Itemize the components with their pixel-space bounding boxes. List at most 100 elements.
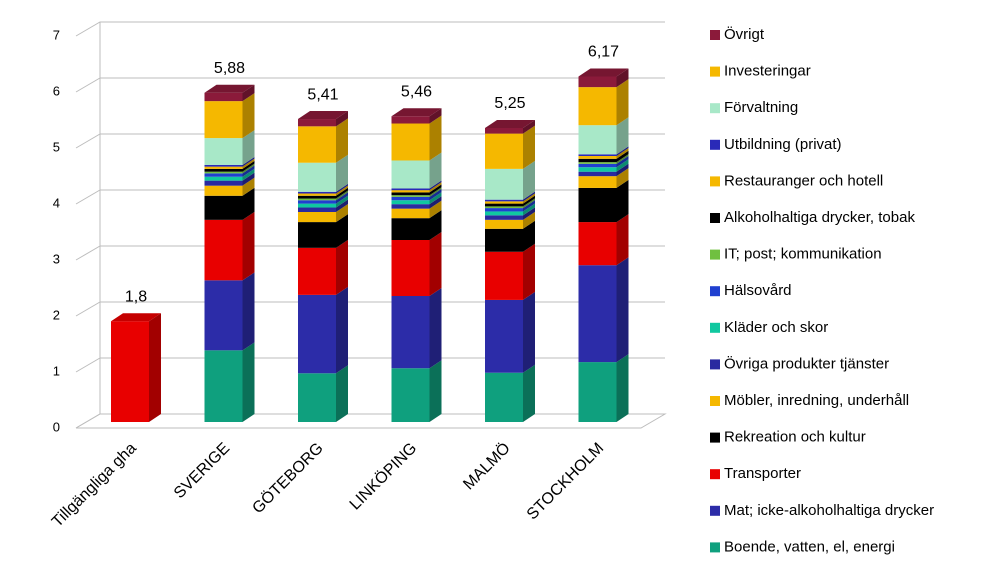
bar-side xyxy=(242,84,255,102)
bar-top xyxy=(298,111,348,120)
bar-side xyxy=(242,211,255,281)
bar-front xyxy=(298,119,336,127)
total-label: 6,17 xyxy=(588,44,619,61)
bar-side xyxy=(242,156,255,167)
bar-side xyxy=(616,117,629,155)
bar-segment xyxy=(204,156,255,167)
bar-segment xyxy=(485,291,535,373)
bar-segment xyxy=(391,108,442,124)
bar-front xyxy=(578,171,617,177)
legend-label: Utbildning (privat) xyxy=(724,136,842,153)
bar-front xyxy=(204,166,243,169)
legend-label: Alkoholhaltiga drycker, tobak xyxy=(724,209,915,226)
bar-segment xyxy=(578,354,629,422)
bar-front xyxy=(298,193,336,196)
bar-segment xyxy=(204,130,255,165)
bar-segment xyxy=(204,163,255,174)
grid-line xyxy=(75,21,665,37)
bar-front xyxy=(391,123,430,161)
bar-segment xyxy=(391,192,442,205)
bar-front xyxy=(485,215,523,220)
bar-segment xyxy=(298,192,348,204)
bar-segment xyxy=(204,272,255,351)
x-tick-label: MALMÖ xyxy=(460,439,514,493)
bar-side xyxy=(616,154,629,164)
legend-label: Möbler, inredning, underhåll xyxy=(724,392,909,409)
bar-front xyxy=(485,219,523,229)
bar-segment xyxy=(391,188,442,201)
bar-segment xyxy=(204,342,255,422)
bar-front xyxy=(298,247,336,295)
bar-front xyxy=(485,211,523,216)
total-label: 5,88 xyxy=(214,60,245,77)
bar-side xyxy=(616,146,629,156)
bar-side xyxy=(242,272,255,351)
bar-side xyxy=(336,154,348,192)
legend-label: Förvaltning xyxy=(724,99,798,116)
legend-swatch xyxy=(710,505,720,516)
bar-front xyxy=(485,228,523,252)
bar-side xyxy=(242,93,255,139)
y-tick-label: 1 xyxy=(53,363,60,378)
bar-segment xyxy=(204,158,255,169)
bar-segment xyxy=(578,168,629,188)
legend-swatch xyxy=(710,396,720,406)
bar-front xyxy=(298,191,336,194)
bar-front xyxy=(204,101,243,139)
grid-line xyxy=(75,301,665,317)
bar-side xyxy=(523,291,535,373)
bar-side xyxy=(242,158,255,169)
total-label: 5,46 xyxy=(401,83,432,100)
bar-front xyxy=(204,164,243,167)
bar-side xyxy=(242,165,255,177)
bar-front xyxy=(485,203,523,207)
bar-front xyxy=(204,171,243,174)
legend-swatch xyxy=(710,30,720,40)
bar-segment xyxy=(204,165,255,177)
y-tick-label: 2 xyxy=(53,307,60,322)
bar-segment xyxy=(578,68,629,88)
bar-segment xyxy=(485,211,535,229)
bar-front xyxy=(578,222,617,266)
bar-front xyxy=(204,185,243,196)
bar-front xyxy=(578,154,617,156)
bar-front xyxy=(204,138,243,165)
bar-front xyxy=(578,87,617,126)
legend-swatch xyxy=(710,103,720,114)
legend-swatch xyxy=(710,469,720,480)
bar-front xyxy=(298,294,336,374)
bar-segment xyxy=(391,187,442,197)
x-tick-label: Tillgängliga gha xyxy=(49,440,140,531)
bar-side xyxy=(429,115,442,161)
bar-front xyxy=(578,167,617,172)
bar-segment xyxy=(485,207,535,220)
legend-label: Kläder och skor xyxy=(724,319,828,336)
bar-side xyxy=(242,187,255,220)
bar-side xyxy=(616,168,629,188)
bar-front xyxy=(578,265,617,363)
x-tick-label: STOCKHOLM xyxy=(524,440,607,523)
bar-side xyxy=(429,152,442,189)
bar-segment xyxy=(298,154,348,192)
bar-side xyxy=(336,214,348,248)
y-tick-label: 3 xyxy=(53,251,60,266)
bar-segment xyxy=(298,204,348,223)
bar-top xyxy=(578,68,629,77)
bar-side xyxy=(523,191,535,202)
legend-swatch xyxy=(710,432,720,443)
legend-swatch xyxy=(710,542,720,553)
bar-segment xyxy=(391,200,442,219)
legend-label: Mat; icke-alkoholhaltiga drycker xyxy=(724,502,934,519)
bar-side xyxy=(429,200,442,219)
bar-side xyxy=(616,79,629,126)
bar-segment xyxy=(391,115,442,161)
legend-label: IT; post; kommunikation xyxy=(724,246,882,263)
bar-segment xyxy=(298,286,348,374)
legend-swatch xyxy=(710,249,720,260)
legend-swatch xyxy=(710,66,720,77)
bar-side xyxy=(523,220,535,252)
bar-segment xyxy=(298,185,348,196)
bar-front xyxy=(204,180,243,186)
bar-side xyxy=(336,118,348,163)
